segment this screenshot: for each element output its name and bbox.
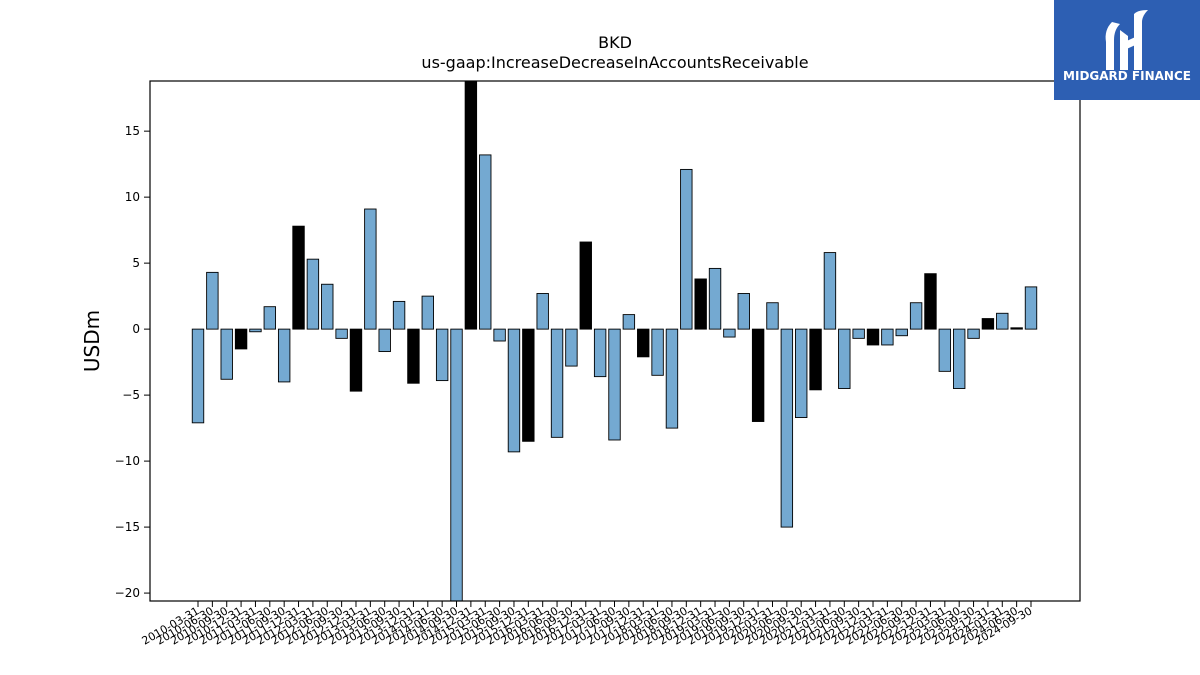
y-tick-label: 5 [132,256,140,270]
bar [479,154,492,330]
bar [464,80,478,330]
bar [622,314,636,330]
bar [852,328,865,339]
bar [220,328,233,380]
bar [909,302,923,330]
y-tick-label: 0 [132,322,140,336]
bar [838,328,851,389]
bar [579,241,592,330]
y-tick-label: −15 [115,520,140,534]
bar [407,328,420,384]
bar [565,328,578,367]
bar [206,271,219,330]
bar [996,312,1009,330]
y-axis-label: USDm [80,310,104,372]
bar [378,328,391,353]
midgard-m-icon [1054,0,1200,100]
bar [550,328,564,438]
y-tick-label: −20 [115,586,140,600]
bar [823,252,837,330]
y-tick-label: 15 [125,124,140,138]
bars-group [191,80,1038,602]
bar [191,328,205,424]
bar [952,328,966,389]
bar [507,328,521,453]
bar [723,328,736,338]
bar [895,328,908,337]
bar [924,273,937,330]
bar [651,328,664,376]
bar [881,328,894,346]
bar [392,300,406,330]
y-tick-label: 10 [125,190,140,204]
bar [593,328,607,378]
bar [450,328,463,602]
bar [665,328,679,429]
bar [277,328,291,383]
bar [335,328,348,339]
bar [493,328,506,342]
bar [766,302,779,330]
bar [737,293,750,330]
bar [637,328,650,358]
bar [364,208,377,330]
bar [306,258,320,330]
bar [680,168,693,330]
bar [1010,327,1023,330]
brand-logo: MIDGARD FINANCE [1054,0,1200,100]
bar [536,293,549,330]
bar [780,328,794,528]
bar [349,328,363,392]
bar [421,295,434,330]
bar [938,328,952,372]
bar [249,328,262,333]
bar [694,278,707,330]
y-axis-ticks: −20 −15 −10 −5 0 5 10 15 [115,124,150,600]
x-axis-ticks: 2010-03-312010-06-302010-09-302010-12-31… [140,601,1035,648]
y-tick-label: −5 [122,388,140,402]
bar [263,306,277,330]
bar [522,328,535,442]
bar [751,328,765,422]
bar [435,328,449,382]
chart-subtitle: us-gaap:IncreaseDecreaseInAccountsReceiv… [421,53,808,72]
bar [292,225,305,330]
bar [708,267,722,330]
bar [321,283,334,330]
bar [866,328,880,346]
bar [1024,286,1038,330]
bar [981,318,995,330]
bar [967,328,980,339]
bar [795,328,808,418]
bar [234,328,248,350]
chart-title: BKD [598,33,632,52]
bar [608,328,621,441]
bar [809,328,822,391]
y-tick-label: −10 [115,454,140,468]
brand-name: MIDGARD FINANCE [1063,69,1191,83]
plot-frame [149,80,1081,602]
